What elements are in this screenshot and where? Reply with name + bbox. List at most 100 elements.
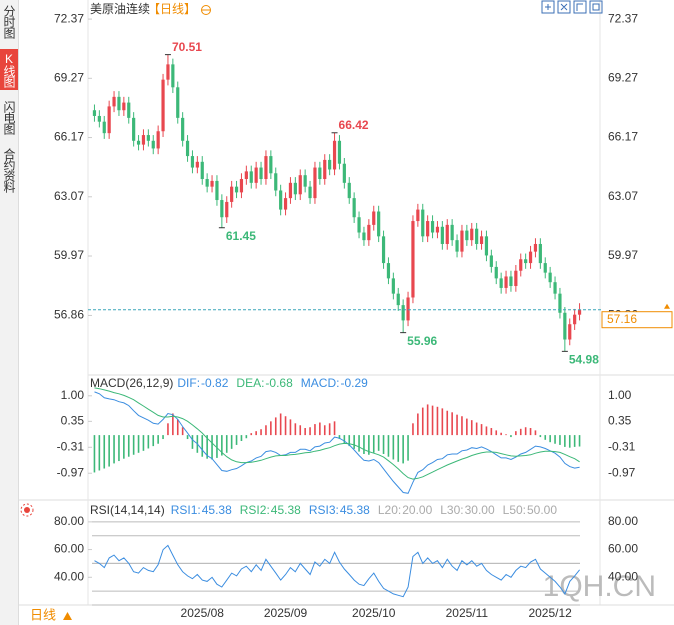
- candle-body: [435, 226, 440, 233]
- macd-bar: [490, 428, 493, 436]
- macd-bar: [573, 435, 576, 447]
- candle-body: [205, 179, 209, 187]
- legend-text: 20.00: [402, 503, 432, 517]
- x-tick-label: 2025/10: [352, 606, 396, 620]
- candle-body: [401, 305, 405, 321]
- candle-body: [563, 312, 567, 340]
- macd-bar: [353, 435, 355, 449]
- x-tick-label: 2025/11: [446, 606, 489, 620]
- macd-bar: [363, 435, 365, 454]
- macd-bar: [93, 435, 96, 473]
- macd-bar: [402, 435, 404, 464]
- tab[interactable]: 合约资料: [2, 148, 16, 192]
- y-tick-label-right: 63.07: [608, 189, 638, 203]
- candle-body: [426, 221, 430, 237]
- macd-bar: [172, 413, 174, 436]
- macd-bar: [299, 425, 302, 436]
- candle-body: [577, 309, 582, 315]
- candle-body: [421, 209, 425, 237]
- macd-bar: [529, 428, 532, 436]
- candle-body: [455, 240, 459, 252]
- candle-body: [538, 243, 542, 264]
- macd-bar: [451, 412, 453, 436]
- candle-body: [504, 276, 508, 288]
- candle-body: [396, 293, 400, 306]
- candle-body: [568, 324, 572, 340]
- settings-icon[interactable]: [20, 503, 34, 517]
- last-price-box: [601, 311, 673, 329]
- macd-bar: [142, 435, 145, 451]
- macd-bar: [314, 424, 316, 436]
- macd-bar: [343, 435, 346, 443]
- candle-body: [156, 131, 160, 149]
- candle-body: [220, 200, 224, 218]
- candle-body: [386, 263, 391, 279]
- legend-text: MACD(26,12,9): [90, 376, 173, 390]
- macd-bar: [387, 435, 390, 457]
- legend-text: RSI(14,14,14): [90, 503, 165, 517]
- candle-body: [543, 263, 547, 273]
- candle-body: [553, 282, 557, 294]
- macd-bar: [568, 435, 571, 448]
- macd-bar: [235, 435, 238, 445]
- macd-bar: [206, 435, 208, 459]
- x-tick-label: 2025/08: [181, 606, 225, 620]
- toolbar: [541, 0, 603, 14]
- macd-bar: [372, 435, 375, 453]
- macd-bar: [358, 435, 360, 452]
- tool-button[interactable]: [573, 0, 587, 14]
- legend-text: 30.00: [465, 503, 495, 517]
- macd-bar: [328, 423, 331, 436]
- legend-text: -0.29: [340, 376, 368, 390]
- candle-body: [308, 186, 312, 199]
- candle-body: [391, 278, 395, 294]
- period-selector[interactable]: 日线: [30, 607, 56, 622]
- candle-body: [298, 175, 302, 195]
- macd-bar: [294, 423, 297, 436]
- candle-body: [509, 276, 513, 287]
- macd-bar: [470, 420, 473, 436]
- arrow-icon: [63, 612, 72, 620]
- macd-bar: [377, 435, 380, 451]
- macd-bar: [466, 418, 468, 436]
- legend-text: RSI3:: [309, 503, 339, 517]
- y-tick-label-right: 0.35: [608, 414, 632, 428]
- macd-bar: [431, 405, 434, 436]
- candle-body: [484, 236, 489, 256]
- macd-bar: [260, 429, 262, 436]
- tab[interactable]: 分时图: [2, 5, 16, 38]
- candle-body: [406, 297, 410, 321]
- macd-bar: [544, 435, 547, 440]
- candle-body: [151, 140, 155, 149]
- candle-body: [122, 102, 126, 111]
- tool-button[interactable]: [541, 0, 555, 14]
- macd-bar: [421, 407, 424, 436]
- candle-body: [127, 102, 131, 118]
- macd-bar: [534, 430, 537, 436]
- tab-active[interactable]: K线图: [0, 49, 18, 90]
- macd-bar: [157, 435, 159, 444]
- macd-bar: [524, 427, 527, 436]
- y-tick-label: 56.86: [54, 308, 84, 322]
- candle-body: [548, 272, 552, 283]
- macd-bar: [519, 428, 522, 436]
- macd-bar: [132, 435, 135, 455]
- macd-bar: [539, 435, 542, 438]
- tool-button[interactable]: [557, 0, 571, 14]
- legend-text: L20:: [378, 503, 401, 517]
- candle-body: [519, 259, 523, 271]
- eye-icon[interactable]: [201, 5, 211, 15]
- macd-bar: [98, 435, 101, 471]
- macd-bar: [108, 435, 110, 467]
- macd-bar: [279, 413, 282, 436]
- tool-glyph: [545, 3, 600, 11]
- macd-bar: [186, 435, 189, 440]
- candle-body: [190, 156, 195, 168]
- x-tick-label: 2025/09: [264, 606, 308, 620]
- tool-button[interactable]: [589, 0, 603, 14]
- tab[interactable]: 闪电图: [2, 101, 16, 134]
- y-tick-label: 0.35: [61, 414, 85, 428]
- y-tick-label: 1.00: [61, 388, 85, 402]
- dif-line: [94, 391, 580, 494]
- macd-bar: [137, 435, 140, 453]
